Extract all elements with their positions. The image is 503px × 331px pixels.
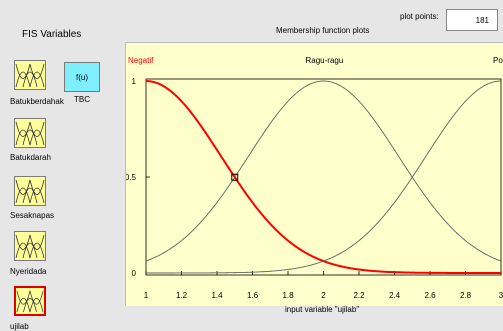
membership-plot-area: 0 0.5 1 1 1.2 1.4 1.6 1.8 2 2.2 2.4 2.6 2.8 3 Negatif R… — [125, 42, 503, 306]
output-function-icon: f(u) — [76, 73, 88, 82]
input-variable-box-sesaknapas[interactable] — [14, 176, 46, 206]
membership-shape-icon — [16, 290, 44, 313]
input-variable-label: ujilab — [10, 322, 29, 331]
mf-curve-ragu-ragu — [145, 80, 502, 262]
membership-shape-icon — [15, 179, 45, 204]
mf-label-positif: Positif — [493, 56, 503, 65]
mf-label-negatif: Negatif — [128, 56, 154, 65]
output-variable-label: TBC — [74, 95, 90, 104]
input-variable-box-ujilab[interactable] — [14, 286, 46, 316]
mf-curve-positif — [146, 80, 502, 274]
input-variable-box-batukberdahak[interactable] — [14, 60, 46, 90]
plot-points-input[interactable]: 181 — [446, 9, 498, 31]
mf-curve-negatif — [145, 80, 501, 274]
input-variable-label: Batukberdahak — [10, 97, 64, 106]
y-tick-label: 0 — [132, 269, 137, 278]
x-axis-label: input variable "ujilab" — [285, 305, 360, 314]
plot-title: Membership function plots — [276, 26, 370, 35]
y-tick-label: 0.5 — [126, 173, 137, 182]
x-tick-label: 1 — [144, 291, 149, 300]
output-variable-tbc-box[interactable]: f(u) — [64, 62, 100, 92]
membership-shape-icon — [15, 121, 45, 146]
fis-variables-title: FIS Variables — [22, 29, 82, 40]
input-variable-label: Batukdarah — [10, 153, 51, 162]
selected-point-marker — [231, 173, 239, 181]
input-variable-label: Nyeridada — [10, 267, 47, 276]
input-variable-box-nyeridada[interactable] — [14, 231, 46, 261]
mf-label-ragu-ragu: Ragu-ragu — [306, 56, 344, 65]
input-variable-label: Sesaknapas — [10, 211, 55, 220]
x-tick-label: 2 — [321, 291, 326, 300]
y-tick-label: 1 — [132, 77, 137, 86]
membership-shape-icon — [15, 234, 45, 259]
membership-function-chart: 0 0.5 1 1 1.2 1.4 1.6 1.8 2 2.2 2.4 2.6 2.8 3 Negatif R… — [125, 56, 503, 300]
x-tick-label: 2.2 — [353, 291, 365, 300]
membership-shape-icon — [15, 63, 45, 88]
x-tick-label: 1.2 — [176, 291, 188, 300]
x-tick-label: 1.4 — [211, 291, 223, 300]
x-tick-label: 2.4 — [389, 291, 401, 300]
plot-axes-frame — [145, 78, 502, 276]
x-tick-label: 2.8 — [460, 291, 472, 300]
input-variable-box-batukdarah[interactable] — [14, 118, 46, 148]
x-tick-label: 1.8 — [282, 291, 294, 300]
x-tick-label: 2.6 — [424, 291, 436, 300]
plot-points-label: plot points: — [400, 12, 439, 21]
x-tick-label: 3 — [499, 291, 503, 300]
x-tick-label: 1.6 — [247, 291, 259, 300]
